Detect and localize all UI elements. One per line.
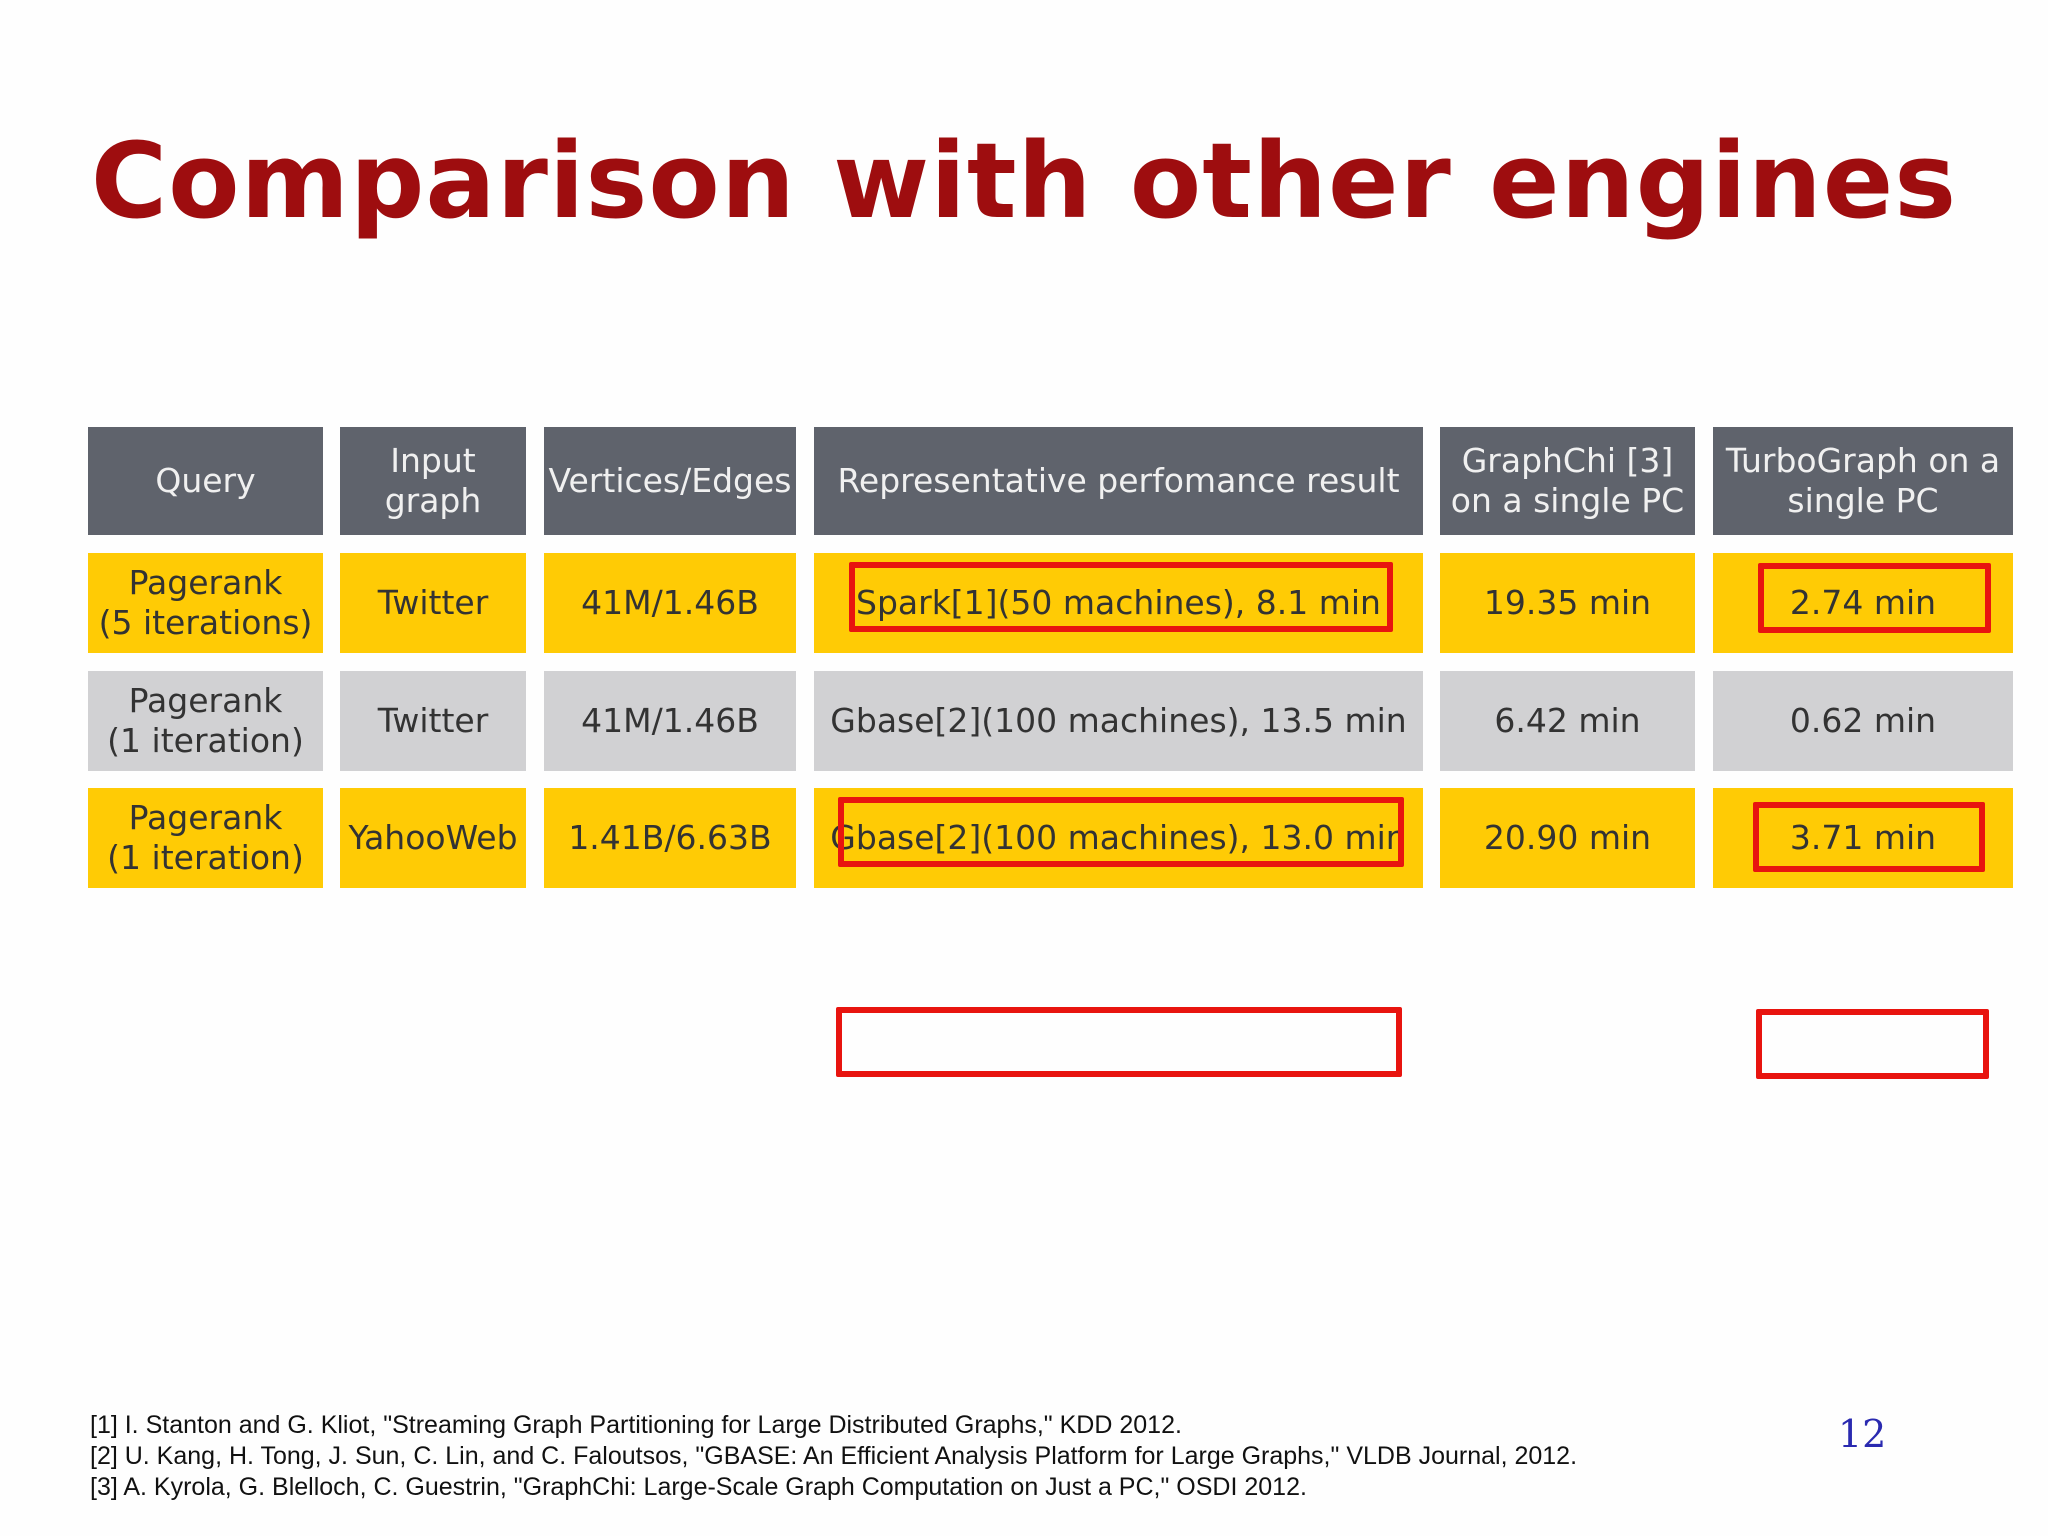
header-vertices-edges: Vertices/Edges — [544, 427, 796, 535]
header-graphchi: GraphChi [3] on a single PC — [1440, 427, 1695, 535]
header-query: Query — [88, 427, 323, 535]
highlight-box-row3-representative — [838, 797, 1404, 867]
row2-representative: Gbase[2](100 machines), 13.5 min — [814, 671, 1423, 771]
highlight-box-row3-turbograph — [1753, 802, 1985, 872]
header-representative-result: Representative perfomance result — [814, 427, 1423, 535]
highlight-box-row1-representative — [849, 562, 1393, 632]
reference-2: [2] U. Kang, H. Tong, J. Sun, C. Lin, an… — [90, 1442, 1578, 1470]
references: [1] I. Stanton and G. Kliot, "Streaming … — [90, 1410, 1577, 1503]
row2-query: Pagerank (1 iteration) — [88, 671, 323, 771]
reference-3: [3] A. Kyrola, G. Blelloch, C. Guestrin,… — [90, 1473, 1307, 1501]
row1-query: Pagerank (5 iterations) — [88, 553, 323, 653]
row3-representative: Gbase[2](100 machines), 13.0 min — [814, 788, 1423, 888]
row3-size: 1.41B/6.63B — [544, 788, 796, 888]
empty-red-box-left — [836, 1007, 1402, 1077]
row1-graph: Twitter — [340, 553, 526, 653]
slide-title: Comparison with other engines — [90, 120, 1958, 242]
row3-graph: YahooWeb — [340, 788, 526, 888]
row2-turbograph: 0.62 min — [1713, 671, 2013, 771]
highlight-box-row1-turbograph — [1758, 563, 1991, 633]
header-turbograph: TurboGraph on a single PC — [1713, 427, 2013, 535]
reference-1: [1] I. Stanton and G. Kliot, "Streaming … — [90, 1411, 1182, 1439]
row2-graph: Twitter — [340, 671, 526, 771]
row1-graphchi: 19.35 min — [1440, 553, 1695, 653]
row3-query: Pagerank (1 iteration) — [88, 788, 323, 888]
empty-red-box-right — [1756, 1009, 1989, 1079]
page-number: 12 — [1838, 1412, 1887, 1456]
header-input-graph: Input graph — [340, 427, 526, 535]
row2-size: 41M/1.46B — [544, 671, 796, 771]
row1-representative: Spark[1](50 machines), 8.1 min — [814, 553, 1423, 653]
row3-graphchi: 20.90 min — [1440, 788, 1695, 888]
row2-graphchi: 6.42 min — [1440, 671, 1695, 771]
row1-size: 41M/1.46B — [544, 553, 796, 653]
